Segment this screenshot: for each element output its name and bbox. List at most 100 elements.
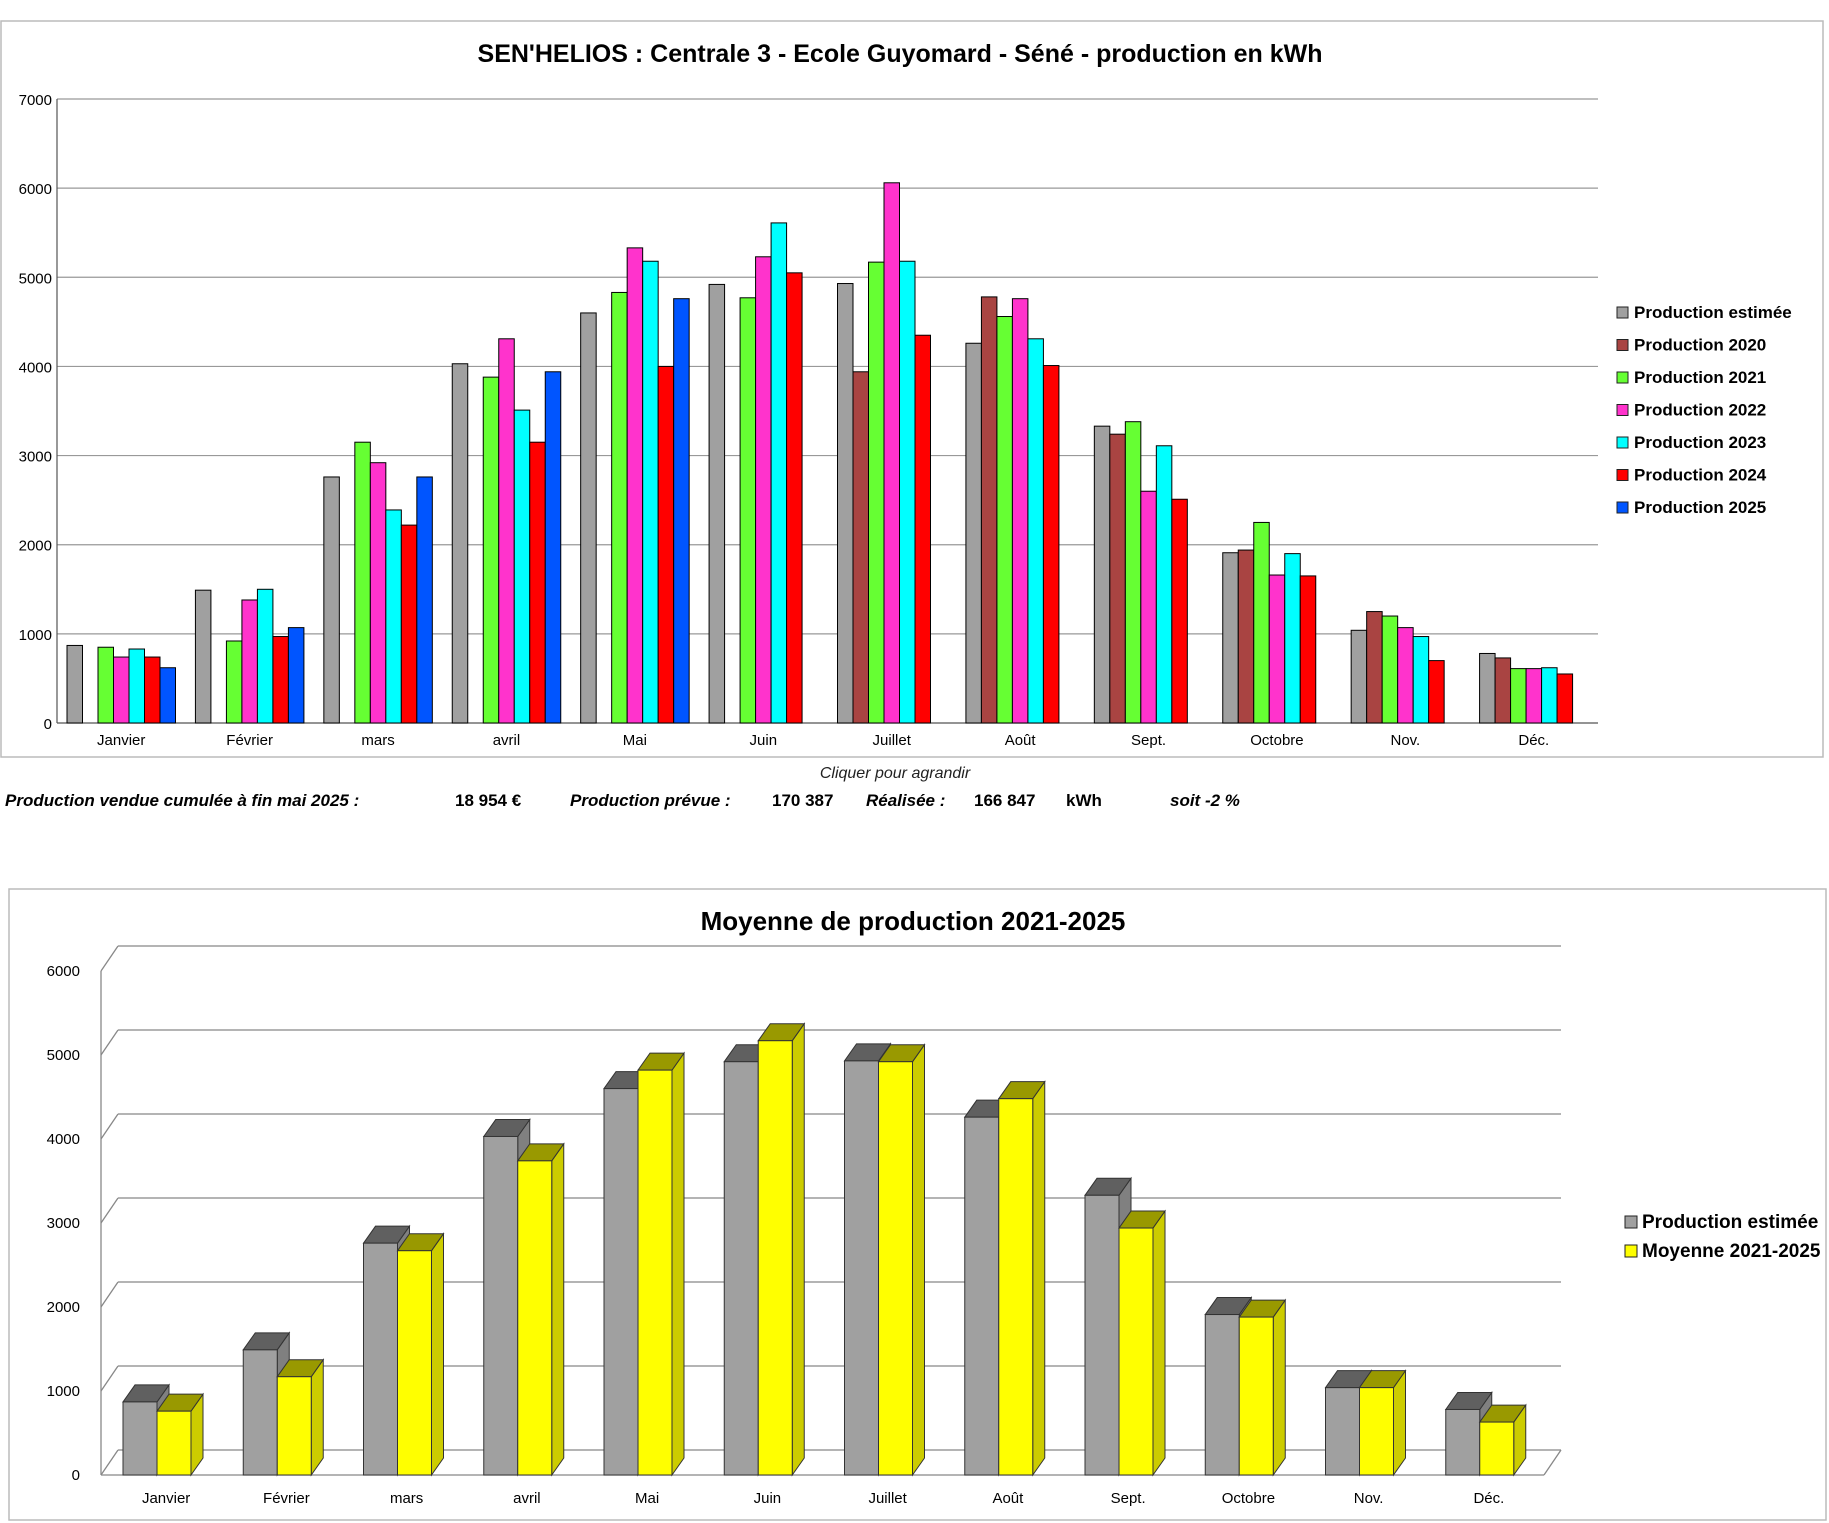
bar-production-2021-octobre (1253, 521, 1270, 724)
production-summary: Cliquer pour agrandir Production vendue … (0, 760, 1829, 830)
bar-production-2024-juin (786, 272, 803, 724)
bar-side (1152, 1209, 1166, 1477)
bar-side (1032, 1080, 1046, 1477)
bar-side (310, 1358, 324, 1477)
bar-production-2022-dec (1525, 668, 1543, 724)
bar-production-2024-janvier (144, 656, 161, 724)
bar-moyenne-2021-2025-mars (396, 1232, 445, 1477)
bar-production-2020-octobre (1237, 549, 1255, 724)
bar-production-2023-juillet (899, 260, 916, 724)
bar-moyenne-2021-2025-mai (637, 1051, 685, 1477)
x-tick-label: Février (226, 732, 273, 749)
bar-production-2020-juillet (852, 371, 869, 724)
bar-production-2024-juillet (914, 334, 931, 724)
bar-front (1204, 1314, 1240, 1476)
y-tick-label: 4000 (19, 359, 52, 376)
bar-production-2023-aout (1027, 338, 1044, 724)
bar-production-2021-mars (354, 441, 371, 724)
legend-swatch-production-2023 (1616, 436, 1629, 449)
bar-production-2021-juin (739, 297, 757, 724)
x-tick-label: avril (513, 1490, 541, 1507)
bar-front (964, 1116, 1000, 1476)
y-tick-label: 6000 (19, 181, 52, 198)
realized-value: 166 847 (974, 791, 1036, 810)
x-tick-label: Mai (623, 732, 647, 749)
x-tick-label: Juillet (868, 1490, 907, 1507)
sold-value: 18 954 € (455, 791, 522, 810)
bar-production-2021-janvier (97, 646, 114, 724)
y-tick-label: 3000 (19, 449, 52, 466)
legend-swatch-production-estimee (1624, 1215, 1638, 1229)
gridline-side (100, 1029, 119, 1056)
bar-front (998, 1098, 1034, 1476)
bar-production-2025-avril (544, 371, 562, 724)
bar-production-2023-fevrier (256, 588, 274, 724)
bar-front (637, 1069, 673, 1476)
bar-front (1445, 1408, 1481, 1476)
x-tick-label: mars (390, 1490, 423, 1507)
average-chart[interactable]: Moyenne de production 2021-2025 0 1000 2000… (8, 888, 1829, 1523)
legend-swatch-production-2021 (1616, 371, 1629, 384)
floor-right (1543, 1449, 1562, 1476)
bar-production-2021-dec (1510, 668, 1527, 724)
y-tick-label: 4000 (47, 1131, 80, 1148)
planned-value: 170 387 (772, 791, 834, 810)
bar-production-2023-avril (513, 409, 531, 724)
x-tick-label: Sept. (1131, 732, 1166, 749)
bar-production-estimee-avril (451, 363, 469, 724)
x-tick-label: Janvier (97, 732, 145, 749)
bar-front (1359, 1387, 1394, 1476)
chart-title: SEN'HELIOS : Centrale 3 - Ecole Guyomard… (478, 40, 1323, 68)
bar-production-2023-mars (385, 509, 402, 724)
legend-label-moyenne-2021-2025: Moyenne 2021-2025 (1642, 1241, 1821, 1262)
y-tick-label: 1000 (19, 627, 52, 644)
bar-production-2022-octobre (1268, 574, 1286, 724)
bar-moyenne-2021-2025-octobre (1238, 1298, 1287, 1477)
bar-production-estimee-sept (1093, 425, 1111, 724)
bar-side (1393, 1369, 1406, 1477)
gridline-side (100, 1281, 119, 1308)
x-tick-label: Déc. (1473, 1490, 1504, 1507)
bar-production-2021-fevrier (225, 640, 243, 724)
legend-swatch-moyenne-2021-2025 (1624, 1244, 1638, 1258)
bar-front (122, 1401, 158, 1476)
chart-title: Moyenne de production 2021-2025 (701, 906, 1126, 936)
enlarge-caption[interactable]: Cliquer pour agrandir (819, 765, 971, 782)
legend-label-production-2025: Production 2025 (1634, 498, 1766, 517)
bar-production-2022-juillet (883, 182, 900, 724)
unit-label: kWh (1066, 791, 1102, 810)
bar-production-estimee-juillet (837, 283, 854, 724)
bar-front (1084, 1194, 1120, 1476)
bar-production-2022-aout (1011, 298, 1029, 724)
x-tick-label: Déc. (1518, 732, 1549, 749)
bar-front (1118, 1227, 1154, 1476)
bar-production-estimee-janvier (66, 644, 83, 724)
bar-production-2023-janvier (128, 648, 145, 724)
y-tick-label: 0 (44, 716, 52, 733)
bar-production-2022-mars (369, 462, 387, 724)
x-tick-label: Février (263, 1490, 310, 1507)
bar-production-2023-octobre (1284, 553, 1301, 724)
bar-production-2021-nov (1381, 615, 1399, 724)
x-tick-label: avril (493, 732, 521, 749)
y-tick-label: 6000 (47, 963, 80, 980)
x-tick-label: Juin (754, 1490, 782, 1507)
bar-side (912, 1043, 925, 1477)
x-tick-label: Janvier (142, 1490, 190, 1507)
bar-production-2024-sept (1171, 498, 1188, 724)
bar-production-2022-janvier (113, 656, 130, 724)
bar-production-2025-mars (416, 476, 433, 724)
bar-production-2020-sept (1109, 433, 1126, 724)
bar-production-2021-mai (611, 291, 628, 724)
bar-production-2021-aout (996, 316, 1013, 724)
bar-front (757, 1040, 793, 1476)
y-tick-label: 1000 (47, 1383, 80, 1400)
bar-front (1325, 1387, 1360, 1476)
bar-production-2022-avril (498, 338, 515, 724)
legend-swatch-production-2025 (1616, 501, 1629, 514)
production-chart[interactable]: SEN'HELIOS : Centrale 3 - Ecole Guyomard… (0, 20, 1829, 760)
realized-label: Réalisée : (866, 791, 946, 810)
bar-production-2022-juin (755, 256, 772, 724)
bar-production-estimee-juin (708, 283, 726, 724)
x-tick-label: Nov. (1391, 732, 1421, 749)
